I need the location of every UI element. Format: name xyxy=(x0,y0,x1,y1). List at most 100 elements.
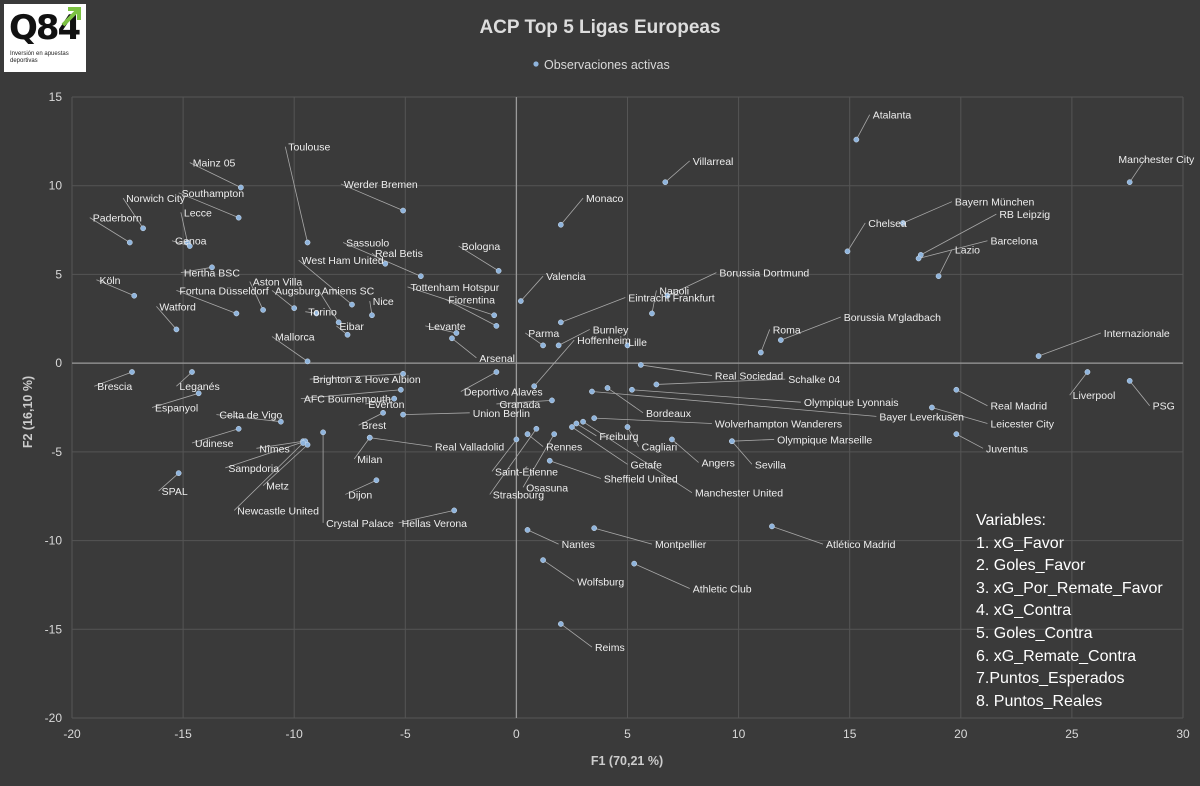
data-point xyxy=(366,434,373,441)
leader-line xyxy=(156,306,177,330)
data-point xyxy=(533,425,540,432)
data-point xyxy=(729,438,735,445)
y-tick-label: 10 xyxy=(49,179,63,193)
data-point xyxy=(140,225,146,232)
data-point xyxy=(186,243,193,249)
y-tick-label: -5 xyxy=(51,445,62,459)
data-point xyxy=(900,220,906,226)
data-point xyxy=(551,431,558,437)
point-label: Getafe xyxy=(631,459,663,471)
point-label: Metz xyxy=(266,481,289,493)
point-label: Borussia M'gladbach xyxy=(844,312,941,324)
point-label: Angers xyxy=(702,458,735,470)
point-label: Lille xyxy=(628,337,647,349)
point-label: Real Valladolid xyxy=(435,442,504,454)
data-point xyxy=(400,411,406,418)
data-point xyxy=(451,507,458,514)
data-point xyxy=(546,457,553,464)
leader-line xyxy=(522,433,555,488)
data-point xyxy=(757,349,764,356)
data-point xyxy=(524,527,531,533)
point-label: AFC Bournemouth xyxy=(304,394,391,406)
point-label: Real Sociedad xyxy=(715,371,783,383)
point-label: Montpellier xyxy=(655,539,707,551)
data-point xyxy=(304,239,311,246)
point-label: Fortuna Düsseldorf xyxy=(179,285,268,297)
point-label: Villarreal xyxy=(693,156,734,168)
point-label: Freiburg xyxy=(599,431,638,443)
point-label: Sevilla xyxy=(755,459,786,471)
data-point xyxy=(549,397,555,404)
leader-line xyxy=(571,426,628,465)
point-label: Paderborn xyxy=(93,213,142,225)
data-point xyxy=(129,369,135,375)
point-label: PSG xyxy=(1153,401,1175,413)
data-point xyxy=(335,319,342,326)
leader-line xyxy=(460,371,497,392)
leader-line xyxy=(938,249,953,277)
x-tick-label: 10 xyxy=(732,727,746,741)
data-point xyxy=(291,305,298,311)
point-label: Aston Villa xyxy=(253,277,303,289)
point-label: Sassuolo xyxy=(346,237,389,249)
leader-line xyxy=(856,114,871,140)
q84-logo: Q84 Inversión en apuestas deportivas xyxy=(4,4,86,72)
data-point xyxy=(233,310,240,317)
point-label: Leicester City xyxy=(990,418,1054,430)
leader-line xyxy=(225,440,306,469)
point-label: Cagliari xyxy=(642,442,678,454)
point-label: Napoli xyxy=(659,285,689,297)
data-point xyxy=(493,323,500,329)
leader-line xyxy=(178,192,239,219)
data-point xyxy=(398,386,404,393)
point-label: Köln xyxy=(99,275,120,287)
point-label: Strasbourg xyxy=(493,489,545,501)
point-label: Wolverhampton Wanderers xyxy=(715,418,842,430)
legend-marker xyxy=(533,61,539,67)
point-label: Watford xyxy=(159,301,196,313)
point-label: Barcelona xyxy=(990,236,1037,248)
point-label: Atalanta xyxy=(873,110,912,122)
leader-line xyxy=(318,290,339,323)
point-label: Mainz 05 xyxy=(193,158,236,170)
x-tick-label: 25 xyxy=(1065,727,1079,741)
data-point xyxy=(929,404,935,411)
leader-line xyxy=(94,371,133,387)
variable-item: 1. xG_Favor xyxy=(976,534,1065,552)
point-label: West Ham United xyxy=(302,255,384,267)
point-label: Granada xyxy=(499,399,540,411)
leader-line xyxy=(902,201,953,224)
point-label: Athletic Club xyxy=(693,583,752,595)
data-point xyxy=(1035,353,1042,359)
leader-line xyxy=(527,529,559,545)
leader-line xyxy=(180,212,188,243)
data-point xyxy=(649,310,655,317)
legend: Observaciones activas xyxy=(533,58,670,72)
point-label: Tottenham Hotspur xyxy=(411,282,500,294)
point-label: Norwich City xyxy=(126,193,186,205)
leader-line xyxy=(847,222,866,252)
leader-line xyxy=(176,371,193,387)
point-label: Werder Bremen xyxy=(344,179,418,191)
leader-line xyxy=(271,336,308,362)
variables-title: Variables: xyxy=(976,512,1046,529)
data-point xyxy=(369,312,375,319)
x-tick-label: -10 xyxy=(286,727,304,741)
leader-line xyxy=(576,423,597,437)
leader-line xyxy=(591,391,877,417)
data-point xyxy=(313,310,320,317)
data-point xyxy=(517,298,524,304)
point-label: Saint-Étienne xyxy=(495,465,558,478)
leader-line xyxy=(1129,380,1150,406)
data-point xyxy=(589,388,595,395)
leader-line xyxy=(369,437,433,447)
point-label: Celta de Vigo xyxy=(219,410,282,422)
point-label: Eibar xyxy=(339,321,364,333)
variables-box: Variables: 1. xG_Favor 2. Goles_Favor 3.… xyxy=(976,510,1196,713)
leader-line xyxy=(558,329,590,346)
point-label: Bordeaux xyxy=(646,408,692,420)
data-point xyxy=(664,292,671,299)
point-label: Manchester City xyxy=(1118,154,1195,166)
point-label: Fiorentina xyxy=(448,294,495,306)
leader-line xyxy=(956,433,984,449)
